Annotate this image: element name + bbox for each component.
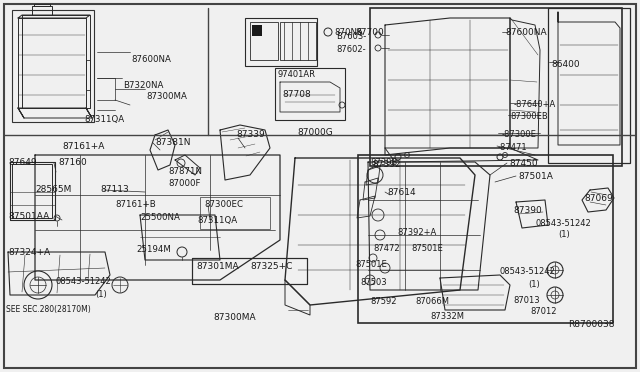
- Text: -87300E: -87300E: [502, 130, 537, 139]
- Text: 87501E: 87501E: [411, 244, 443, 253]
- Text: 87012: 87012: [530, 307, 557, 316]
- Text: 87871N: 87871N: [168, 167, 202, 176]
- Text: 87600NA: 87600NA: [131, 55, 171, 64]
- Text: 87392+A: 87392+A: [397, 228, 436, 237]
- Text: 87300EB: 87300EB: [510, 112, 548, 121]
- Text: 87592: 87592: [370, 297, 397, 306]
- Bar: [12, 164, 52, 218]
- Bar: [250, 22, 278, 60]
- Text: R8700038: R8700038: [568, 320, 614, 329]
- Text: 87300EC: 87300EC: [204, 200, 243, 209]
- Text: (1): (1): [528, 280, 540, 289]
- Text: 87501A: 87501A: [518, 172, 553, 181]
- Text: 87161+A: 87161+A: [62, 142, 104, 151]
- Bar: [192, 258, 307, 284]
- Text: 87708: 87708: [282, 90, 311, 99]
- Text: 97401AR: 97401AR: [278, 70, 316, 79]
- Text: 87600NA: 87600NA: [505, 28, 547, 37]
- Text: 87390: 87390: [513, 206, 541, 215]
- Bar: [370, 8, 622, 166]
- Text: 87501AA: 87501AA: [8, 212, 49, 221]
- Text: -87640+A: -87640+A: [514, 100, 556, 109]
- Text: 87300MA: 87300MA: [213, 313, 255, 322]
- Bar: [358, 155, 613, 323]
- Text: 87472: 87472: [373, 244, 399, 253]
- Text: 25194M: 25194M: [136, 245, 171, 254]
- Text: 08543-51242: 08543-51242: [536, 219, 592, 228]
- Text: 87501E: 87501E: [355, 260, 387, 269]
- Text: 87602-: 87602-: [336, 45, 365, 54]
- Bar: [252, 25, 262, 36]
- Text: 08543-51242: 08543-51242: [56, 277, 112, 286]
- Text: 87503: 87503: [360, 278, 387, 287]
- Text: 87300MA: 87300MA: [146, 92, 187, 101]
- Text: 87649: 87649: [8, 158, 36, 167]
- Text: 87339: 87339: [236, 130, 265, 139]
- Text: 87311QA: 87311QA: [84, 115, 124, 124]
- Text: (1): (1): [558, 230, 570, 239]
- Text: 87161+B: 87161+B: [115, 200, 156, 209]
- Text: 08543-51242: 08543-51242: [500, 267, 556, 276]
- Bar: [275, 68, 345, 120]
- Text: 8739B: 8739B: [370, 158, 397, 167]
- Text: 87301MA: 87301MA: [196, 262, 239, 271]
- Text: 87013: 87013: [513, 296, 540, 305]
- Bar: [548, 8, 630, 163]
- Text: (1): (1): [95, 290, 107, 299]
- Text: 87392: 87392: [372, 160, 401, 169]
- Text: 25500NA: 25500NA: [140, 213, 180, 222]
- Text: 86400: 86400: [551, 60, 580, 69]
- Text: 87066M: 87066M: [415, 297, 449, 306]
- Bar: [245, 18, 317, 66]
- Text: 870N6: 870N6: [334, 28, 362, 37]
- Text: 87000F: 87000F: [168, 179, 200, 188]
- Text: 87325+C: 87325+C: [250, 262, 292, 271]
- Text: 87311QA: 87311QA: [197, 216, 237, 225]
- Text: 87113: 87113: [100, 185, 129, 194]
- Text: -87471: -87471: [498, 143, 527, 152]
- Text: 87450: 87450: [509, 159, 538, 168]
- Text: SEE SEC.280(28170M): SEE SEC.280(28170M): [6, 305, 91, 314]
- Text: 87324+A: 87324+A: [8, 248, 50, 257]
- Text: 28565M: 28565M: [35, 185, 72, 194]
- Text: 87069: 87069: [584, 194, 612, 203]
- Text: 87000G: 87000G: [297, 128, 333, 137]
- Text: 87381N: 87381N: [155, 138, 191, 147]
- Text: 87700: 87700: [355, 28, 384, 37]
- Bar: [192, 258, 307, 284]
- Bar: [280, 22, 316, 60]
- Text: 87160: 87160: [58, 158, 87, 167]
- Bar: [12, 10, 94, 122]
- Text: B7603-: B7603-: [336, 32, 366, 41]
- Text: 87614: 87614: [387, 188, 415, 197]
- Text: B7320NA: B7320NA: [123, 81, 163, 90]
- Bar: [200, 197, 270, 229]
- Text: 87332M: 87332M: [430, 312, 464, 321]
